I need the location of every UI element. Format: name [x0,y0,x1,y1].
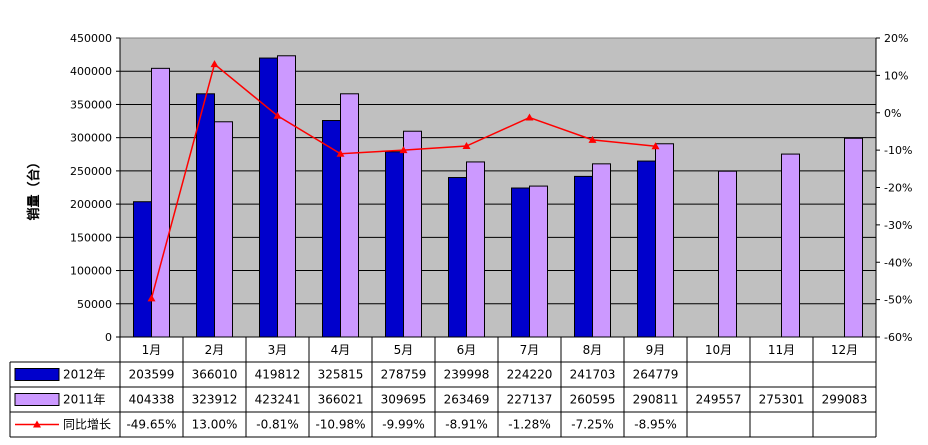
growth-point [462,142,471,150]
x-category-label: 11月 [768,343,795,357]
legend-key-2011年 [14,393,60,406]
table-cell-value: 275301 [759,393,805,407]
table-cell-value: 419812 [255,368,301,382]
table-cell-value: 404338 [129,393,175,407]
legend-key-2012年 [14,368,60,381]
table-cell-value: 423241 [255,393,301,407]
table-cell-value: 366010 [192,368,238,382]
bar-2012年 [385,151,404,338]
table-cell-value: 13.00% [192,418,238,432]
table-cell-value: -1.28% [508,418,550,432]
table-cell-value: 323912 [192,393,238,407]
y-tick-label: 350000 [70,98,112,111]
bar-2011年 [403,130,422,338]
y-tick-label: 0 [105,331,112,344]
bar-2011年 [718,170,737,338]
y2-tick-label: -50% [884,294,912,307]
table-cell-value: 224220 [507,368,553,382]
x-category-label: 1月 [142,343,162,357]
table-cell-value: -10.98% [315,418,365,432]
bar-2012年 [259,57,278,338]
y2-tick-label: 20% [884,32,908,45]
growth-point [147,294,156,302]
y2-tick-label: -10% [884,144,912,157]
legend-key-marker [33,420,41,428]
growth-point [651,142,660,150]
y2-tick-label: -20% [884,182,912,195]
bar-2012年 [574,175,593,338]
table-cell-value: -49.65% [126,418,176,432]
plot-area [119,37,877,338]
table-cell-value: 290811 [633,393,679,407]
x-category-label: 10月 [705,343,732,357]
x-category-label: 6月 [457,343,477,357]
y-tick-label: 50000 [77,298,112,311]
table-cell-value: 260595 [570,393,616,407]
table-cell-value: 263469 [444,393,490,407]
bar-2011年 [592,163,611,338]
bar-2011年 [466,161,485,338]
table-cell-value: 278759 [381,368,427,382]
table-cell-value: 239998 [444,368,490,382]
bar-2011年 [781,153,800,338]
growth-point [210,60,219,68]
table-cell-value: 264779 [633,368,679,382]
bar-2011年 [655,143,674,338]
growth-point [273,111,282,119]
table-cell-value: -9.99% [382,418,424,432]
y2-tick-label: 10% [884,69,908,82]
bar-2011年 [214,121,233,338]
bar-2012年 [511,187,530,338]
legend-label: 2012年 [63,368,106,382]
x-category-label: 5月 [394,343,414,357]
table-cell-value: 309695 [381,393,427,407]
y-tick-label: 400000 [70,65,112,78]
legend-label: 同比增长 [63,418,111,432]
growth-point [336,149,345,157]
x-category-label: 4月 [331,343,351,357]
x-category-label: 7月 [520,343,540,357]
y2-tick-label: -40% [884,256,912,269]
bar-2012年 [637,160,656,338]
y-tick-label: 450000 [70,32,112,45]
y2-tick-label: -30% [884,219,912,232]
bar-2011年 [529,185,548,338]
y2-tick-label: -60% [884,331,912,344]
bar-2011年 [151,67,170,338]
table-cell-value: 366021 [318,393,364,407]
bar-2012年 [196,93,215,338]
y-axis-title: 销量（台） [26,155,42,220]
table-cell-value: 227137 [507,393,553,407]
y-tick-label: 100000 [70,265,112,278]
bar-2011年 [844,137,863,338]
x-category-label: 8月 [583,343,603,357]
bar-2012年 [133,201,152,338]
x-category-label: 12月 [831,343,858,357]
table-cell-value: -0.81% [256,418,298,432]
growth-point [399,146,408,154]
y-tick-label: 300000 [70,132,112,145]
table-cell-value: 325815 [318,368,364,382]
y-tick-label: 250000 [70,165,112,178]
bar-2011年 [340,93,359,338]
table-cell-value: 241703 [570,368,616,382]
bar-2011年 [277,55,296,338]
x-category-label: 2月 [205,343,225,357]
table-cell-value: 299083 [822,393,868,407]
table-cell-value: -8.91% [445,418,487,432]
y-tick-label: 150000 [70,231,112,244]
growth-point [588,135,597,143]
x-category-label: 3月 [268,343,288,357]
growth-point [525,113,534,121]
bar-2012年 [448,177,467,338]
x-category-label: 9月 [646,343,666,357]
y2-tick-label: 0% [884,107,901,120]
table-cell-value: -7.25% [571,418,613,432]
table-cell-value: 249557 [696,393,742,407]
legend-label: 2011年 [63,393,106,407]
table-cell-value: 203599 [129,368,175,382]
table-cell-value: -8.95% [634,418,676,432]
y-tick-label: 200000 [70,198,112,211]
